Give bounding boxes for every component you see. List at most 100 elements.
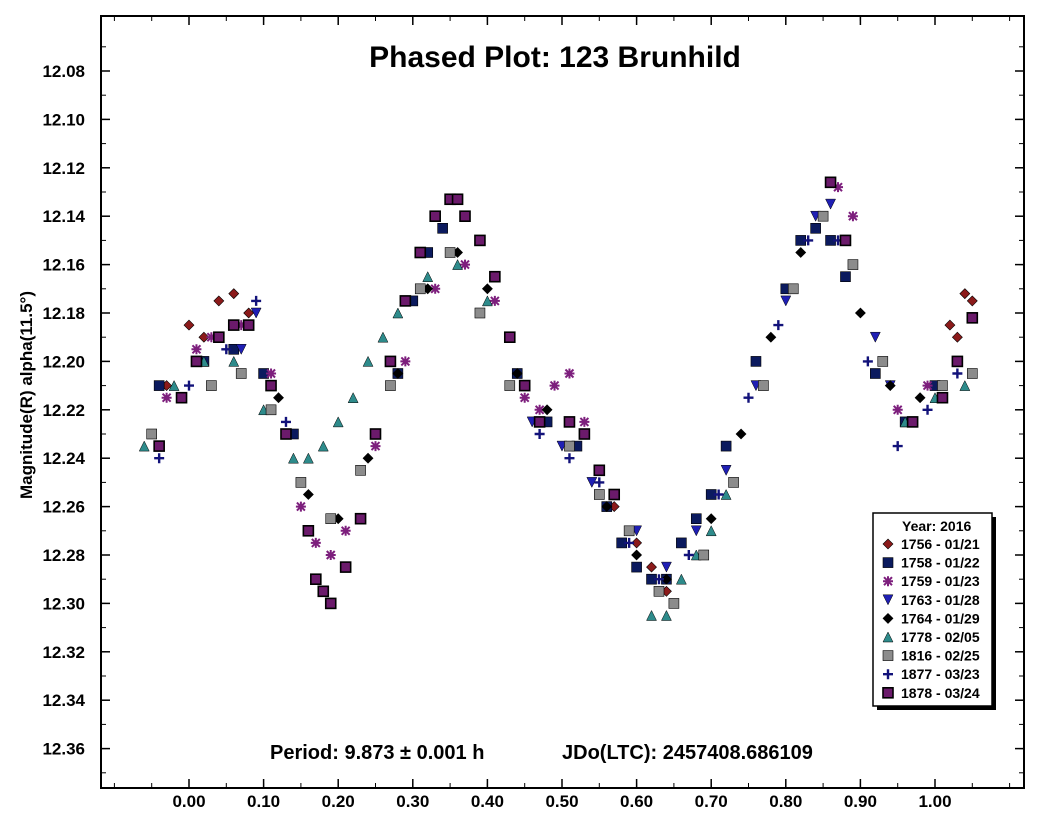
data-point bbox=[511, 368, 523, 379]
data-point bbox=[653, 574, 664, 585]
legend-entry-label: 1756 - 01/21 bbox=[901, 536, 980, 552]
data-point bbox=[235, 344, 247, 355]
data-point bbox=[213, 295, 225, 307]
y-tick-label: 12.14 bbox=[42, 207, 85, 226]
data-point bbox=[295, 477, 307, 488]
y-tick-label: 12.26 bbox=[42, 498, 85, 517]
data-point bbox=[392, 307, 404, 319]
data-point bbox=[884, 380, 896, 392]
data-point bbox=[295, 501, 306, 512]
data-point bbox=[399, 295, 412, 307]
legend-marker bbox=[883, 669, 893, 680]
data-point bbox=[168, 380, 180, 391]
legend-marker bbox=[882, 594, 894, 606]
data-point bbox=[951, 355, 964, 368]
data-point bbox=[138, 440, 150, 452]
x-tick-label: 1.00 bbox=[918, 792, 951, 811]
legend-entry-label: 1764 - 01/29 bbox=[901, 610, 980, 626]
y-axis-ticks: 12.08 12.10 12.12 12.14 12.16 12.18 12.20 12.22… bbox=[42, 46, 1024, 774]
legend-marker bbox=[882, 650, 894, 661]
data-point bbox=[340, 525, 351, 536]
data-point bbox=[265, 379, 277, 392]
data-point bbox=[534, 404, 545, 415]
data-point bbox=[817, 210, 829, 222]
data-point bbox=[251, 295, 262, 306]
data-point bbox=[266, 368, 277, 379]
data-point bbox=[698, 549, 710, 561]
data-point bbox=[593, 464, 606, 477]
legend-marker bbox=[882, 686, 894, 699]
data-point bbox=[481, 295, 493, 307]
data-point bbox=[937, 380, 948, 391]
data-point bbox=[213, 331, 225, 344]
data-point bbox=[854, 307, 866, 319]
data-point bbox=[564, 440, 575, 452]
data-point bbox=[302, 489, 314, 500]
data-point bbox=[184, 380, 194, 391]
y-tick-label: 12.10 bbox=[42, 110, 85, 129]
data-point bbox=[720, 465, 732, 476]
data-point bbox=[518, 379, 531, 392]
data-point bbox=[922, 380, 933, 391]
data-point bbox=[773, 320, 784, 331]
data-point bbox=[646, 561, 657, 573]
y-tick-label: 12.16 bbox=[42, 256, 85, 275]
data-point bbox=[847, 211, 858, 222]
data-point bbox=[332, 416, 344, 428]
data-point bbox=[354, 512, 367, 525]
data-point bbox=[661, 573, 672, 585]
data-point bbox=[235, 368, 247, 379]
data-point bbox=[459, 210, 471, 222]
data-point bbox=[362, 355, 374, 367]
data-point bbox=[236, 320, 247, 331]
x-axis-ticks: 0.00 0.10 0.20 0.30 0.40 0.50 0.60 0.70 0.80 0.90… bbox=[113, 16, 1011, 811]
data-point bbox=[728, 477, 739, 488]
data-point bbox=[594, 477, 605, 488]
legend-entry-label: 1763 - 01/28 bbox=[901, 592, 980, 608]
data-point bbox=[481, 283, 493, 295]
data-point bbox=[870, 368, 881, 379]
y-tick-label: 12.18 bbox=[42, 304, 85, 323]
data-point bbox=[503, 331, 516, 344]
legend-entry-label: 1778 - 02/05 bbox=[901, 629, 980, 645]
data-point bbox=[414, 283, 426, 295]
data-point bbox=[661, 609, 672, 621]
data-point bbox=[720, 440, 732, 452]
data-point bbox=[750, 356, 762, 367]
data-point bbox=[317, 585, 330, 598]
legend-marker bbox=[883, 576, 893, 587]
x-tick-label: 0.90 bbox=[844, 792, 877, 811]
data-point bbox=[310, 537, 321, 548]
data-point bbox=[325, 550, 336, 560]
data-point bbox=[795, 247, 807, 258]
data-point bbox=[146, 428, 157, 440]
data-point bbox=[474, 307, 486, 319]
data-point bbox=[549, 380, 560, 391]
data-point bbox=[743, 392, 754, 403]
data-point bbox=[787, 283, 799, 295]
y-tick-label: 12.30 bbox=[42, 594, 85, 613]
data-point bbox=[385, 380, 396, 391]
data-point bbox=[877, 356, 889, 367]
data-point bbox=[310, 573, 322, 586]
data-point bbox=[758, 380, 769, 391]
x-tick-label: 0.40 bbox=[471, 792, 504, 811]
data-point bbox=[690, 513, 702, 525]
data-point bbox=[966, 368, 978, 379]
legend-entry-label: 1759 - 01/23 bbox=[901, 573, 980, 589]
data-point bbox=[302, 524, 315, 537]
data-point bbox=[452, 259, 463, 270]
legend: Year: 2016 1756 - 01/21 1758 - 01/22 1759 … bbox=[872, 512, 996, 710]
data-point bbox=[735, 428, 747, 440]
data-point bbox=[190, 355, 203, 368]
data-point bbox=[392, 368, 404, 379]
chart-title: Phased Plot: 123 Brunhild bbox=[369, 41, 741, 74]
data-point bbox=[451, 193, 464, 206]
x-tick-label: 0.30 bbox=[396, 792, 429, 811]
x-tick-label: 0.00 bbox=[172, 792, 205, 811]
data-point bbox=[355, 464, 366, 476]
y-tick-label: 12.36 bbox=[42, 740, 85, 759]
data-point bbox=[153, 380, 165, 391]
data-point bbox=[959, 380, 971, 391]
data-points bbox=[138, 176, 979, 621]
